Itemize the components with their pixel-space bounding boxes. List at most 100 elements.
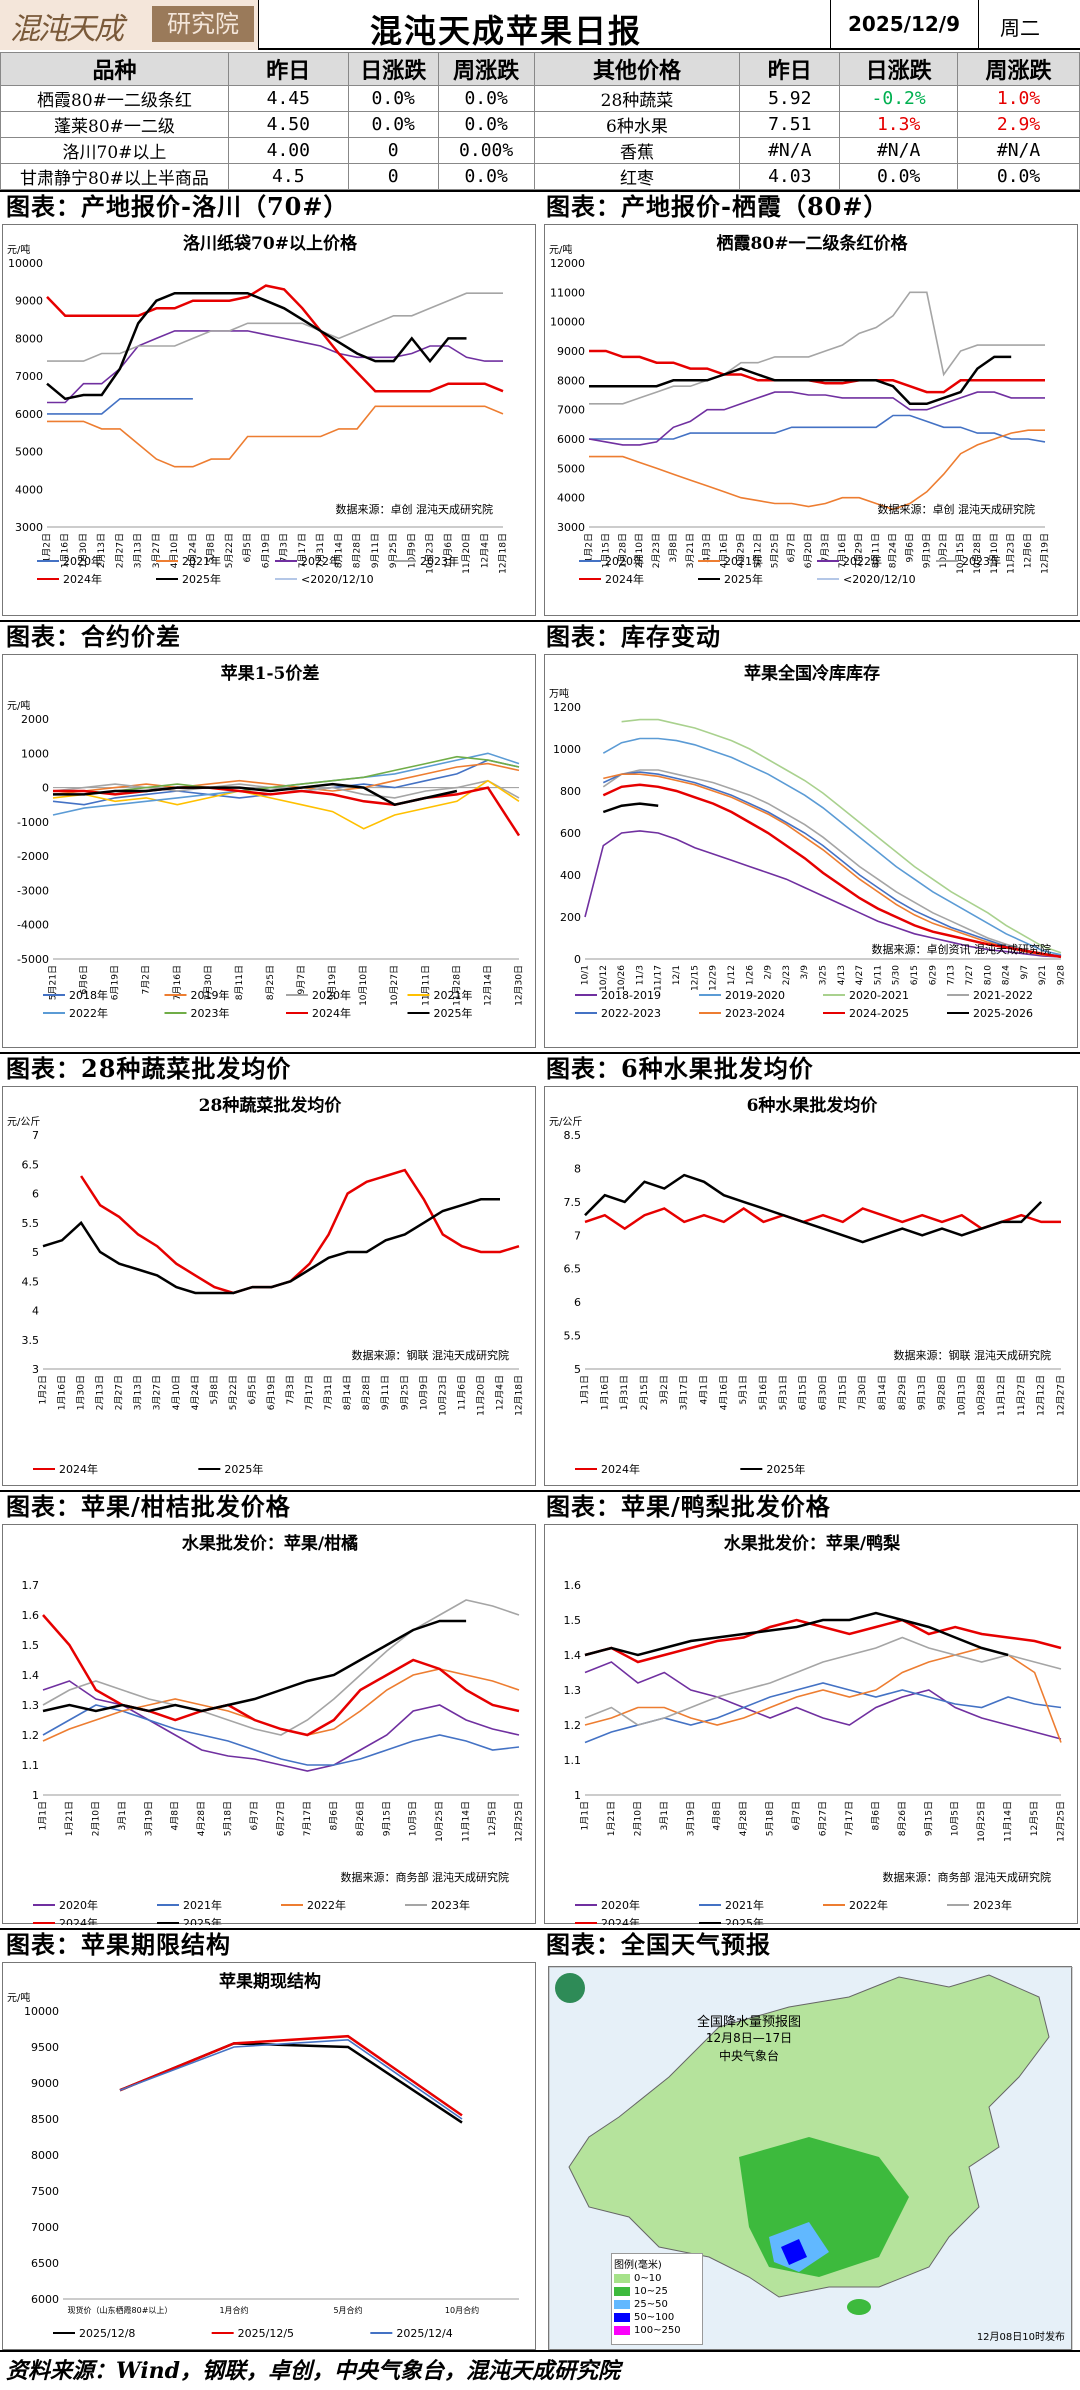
y-tick-label: 200 xyxy=(560,911,581,924)
y-tick-label: 7.5 xyxy=(564,1196,582,1209)
series-line xyxy=(46,291,467,401)
x-tick-label: 5月31日 xyxy=(778,1375,789,1410)
series-line xyxy=(53,755,520,796)
x-tick-label: 6月6日 xyxy=(79,965,90,994)
y-tick-label: 1000 xyxy=(553,743,581,756)
chart-title: 苹果全国冷库库存 xyxy=(744,663,880,684)
x-tick-label: 3/25 xyxy=(819,965,829,985)
price-cell-oweek: #N/A xyxy=(957,137,1080,164)
x-tick-label: 2月27日 xyxy=(114,1375,125,1410)
x-tick-label: 6月19日 xyxy=(110,965,121,1000)
legend-label: 2022年 xyxy=(307,1898,346,1912)
x-tick-label: 6月5日 xyxy=(242,533,253,562)
x-tick-label: 1月28日 xyxy=(617,533,628,568)
series-line xyxy=(42,1599,520,1736)
y-tick-label: 9500 xyxy=(31,2041,59,2054)
chart-apple-citrus: 水果批发价：苹果/柑橘 1 1.1 1.2 1.3 1.4 1.5 1.6 1.7 1月1日 1月2… xyxy=(22,1533,525,1925)
x-tick-label: 10月28日 xyxy=(972,533,983,574)
price-row: 蓬莱80#一二级 4.50 0.0% 0.0% 6种水果 7.51 1.3% 2.9% xyxy=(0,111,1080,138)
x-tick-label: 8月11日 xyxy=(871,533,882,568)
price-cell-prev: 4.45 xyxy=(227,85,349,112)
x-tick-label: 3月27日 xyxy=(151,533,162,568)
x-tick-label: 11/17 xyxy=(654,965,664,991)
section-title-weather: 图表：全国天气预报 xyxy=(540,1928,1080,1959)
x-tick-label: 11月27日 xyxy=(1016,1375,1027,1416)
y-tick-label: 1.5 xyxy=(22,1639,40,1652)
x-tick-label: 10月10日 xyxy=(358,965,369,1006)
legend-label: 2019年 xyxy=(191,988,230,1002)
series-line xyxy=(52,759,520,806)
legend-label: 2023年 xyxy=(420,554,459,568)
x-tick-label: 6月7日 xyxy=(791,1801,802,1830)
y-tick-label: 600 xyxy=(560,827,581,840)
y-tick-label: 3000 xyxy=(15,521,43,534)
legend-label: 2024-2025 xyxy=(849,1007,909,1020)
y-tick-label: 6 xyxy=(32,1188,39,1201)
legend-label: <2020/12/10 xyxy=(301,573,374,586)
y-tick-label: 4.5 xyxy=(22,1275,40,1288)
legend-label: 2020年 xyxy=(63,554,102,568)
x-tick-label: 1月30日 xyxy=(78,533,89,568)
price-cell-name: 洛川70#以上 xyxy=(0,137,229,164)
x-tick-label: 2/23 xyxy=(782,965,792,985)
legend-label: 2024年 xyxy=(59,1916,98,1925)
x-tick-label: 9月13日 xyxy=(917,1375,928,1410)
legend-label: 2025年 xyxy=(182,572,221,586)
x-tick-label: 8月28日 xyxy=(352,533,363,568)
x-tick-label: 8月11日 xyxy=(234,965,245,1000)
legend-label: 2023年 xyxy=(191,1006,230,1020)
legend-label: 2018年 xyxy=(69,988,108,1002)
x-tick-label: 1月1日 xyxy=(580,1375,591,1404)
x-tick-label: 3/9 xyxy=(800,965,810,980)
legend-item: 10~25 xyxy=(614,2286,700,2297)
col-header: 周涨跌 xyxy=(957,52,1080,86)
series-line xyxy=(602,771,1062,957)
y-tick-label: 1.6 xyxy=(22,1609,40,1622)
series-line xyxy=(42,1619,467,1713)
x-tick-label: 10月28日 xyxy=(976,1375,987,1416)
x-tick-label: 7月3日 xyxy=(279,533,290,562)
price-cell-oprev: #N/A xyxy=(739,137,841,164)
legend-label: 2025年 xyxy=(725,1916,764,1925)
x-tick-label: 2月27日 xyxy=(114,533,125,568)
series-line xyxy=(46,284,504,393)
source-footer: 资料来源：Wind，钢联，卓创，中央气象台，混沌天成研究院 xyxy=(0,2350,1080,2388)
price-cell-oprev: 5.92 xyxy=(739,85,841,112)
x-tick-label: 10月5日 xyxy=(408,1801,419,1836)
legend-label: 2025年 xyxy=(183,1916,222,1925)
legend-label: <2020/12/10 xyxy=(843,573,916,586)
x-tick-label: 5/11 xyxy=(873,965,883,985)
y-tick-label: 5.5 xyxy=(564,1330,582,1343)
x-tick-label: 1月2日 xyxy=(584,533,595,562)
y-tick-label: 3.5 xyxy=(22,1334,40,1347)
x-tick-label: 11月20日 xyxy=(461,533,472,574)
legend-label: 2025-2026 xyxy=(973,1007,1033,1020)
y-tick-label: 5000 xyxy=(557,462,585,475)
price-cell-name: 甘肃静宁80#以上半商品 xyxy=(0,163,229,190)
x-tick-label: 1月2日 xyxy=(42,533,53,562)
x-tick-label: 4月8日 xyxy=(712,1801,723,1830)
x-tick-label: 12月25日 xyxy=(514,1801,525,1842)
y-tick-label: 10000 xyxy=(24,2005,59,2018)
x-tick-label: 3月1日 xyxy=(659,1801,670,1830)
legend-label: 2020年 xyxy=(312,988,351,1002)
report-header: 混沌天成 研究院 混沌天成苹果日报 2025/12/9 周二 xyxy=(0,0,1080,50)
y-tick-label: 1.4 xyxy=(564,1649,582,1662)
y-tick-label: 6000 xyxy=(31,2293,59,2306)
data-source-note: 数据来源：卓创 混沌天成研究院 xyxy=(336,502,494,516)
x-tick-label: 1月16日 xyxy=(57,1375,68,1410)
y-tick-label: 6000 xyxy=(15,408,43,421)
x-tick-label: 1月2日 xyxy=(38,1375,49,1404)
y-tick-label: 7 xyxy=(32,1129,39,1142)
chart-panel-luochuan: 洛川纸袋70#以上价格 元/吨 3000 4000 5000 6000 7000 8000 90… xyxy=(2,224,536,616)
y-tick-label: 8 xyxy=(574,1162,581,1175)
y-tick-label: 8000 xyxy=(31,2149,59,2162)
price-cell-prev: 4.5 xyxy=(227,163,349,190)
x-tick-label: 2月10日 xyxy=(90,1801,101,1836)
series-line xyxy=(53,782,458,807)
legend-label: 2022年 xyxy=(843,554,882,568)
price-cell-name: 栖霞80#一二级条红 xyxy=(0,85,229,112)
x-tick-label: 12月14日 xyxy=(482,965,493,1006)
series-line xyxy=(47,292,503,362)
